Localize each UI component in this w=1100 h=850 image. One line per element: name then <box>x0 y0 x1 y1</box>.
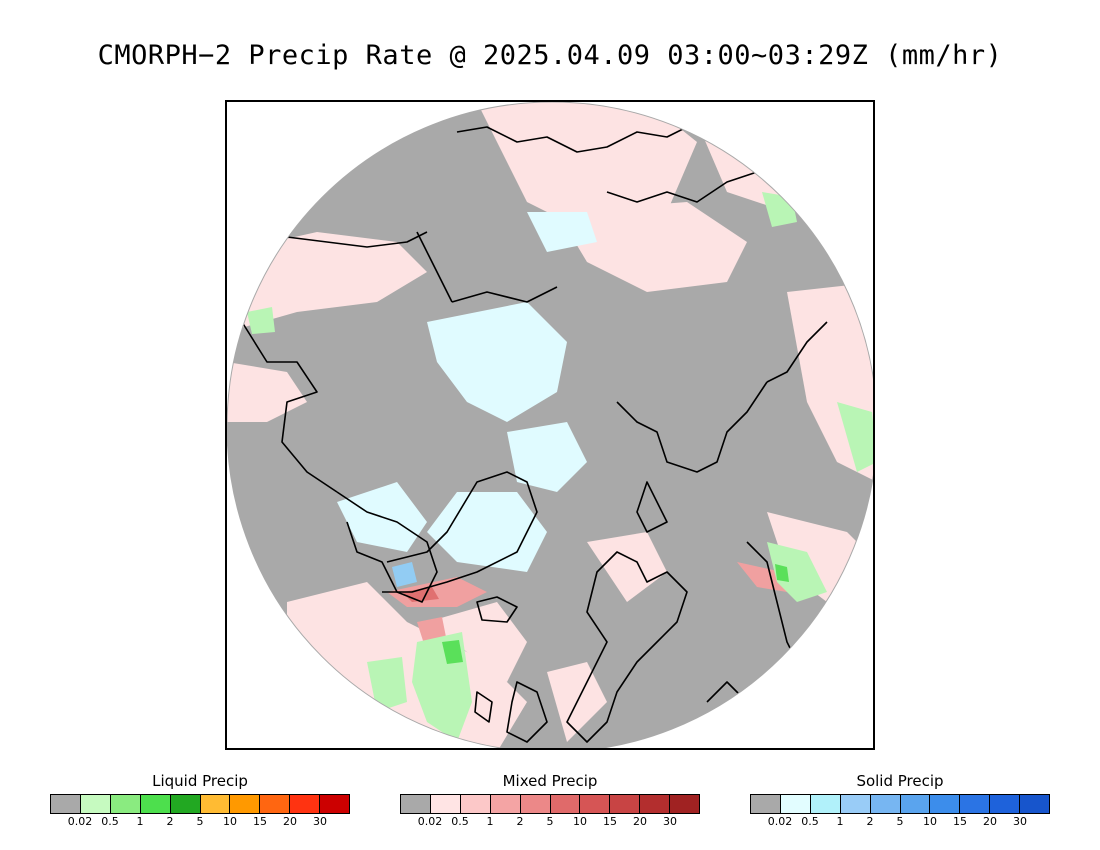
legend-bar-solid <box>750 794 1050 814</box>
legend-swatch-solid <box>751 795 781 813</box>
legend-bar-liquid <box>50 794 350 814</box>
legend-swatch-mixed <box>460 795 491 813</box>
legend-liquid: Liquid Precip 0.02 0.5 1 2 5 10 15 20 30 <box>50 772 350 829</box>
legend-tick-label: 10 <box>923 815 937 828</box>
legend-labels-solid: 0.02 0.5 1 2 5 10 15 20 30 <box>750 815 1050 829</box>
liquid-precip-areas <box>247 192 873 742</box>
legend-swatch-mixed <box>640 795 671 813</box>
legend-tick-label: 1 <box>136 815 144 828</box>
legend-tick-label: 0.5 <box>801 815 819 828</box>
map-panel <box>225 100 875 750</box>
legend-tick-label: 15 <box>253 815 267 828</box>
legend-tick-label: 1 <box>836 815 844 828</box>
coastlines <box>241 121 828 743</box>
legend-swatch-mixed <box>520 795 551 813</box>
polar-precip-map <box>227 102 873 748</box>
legend-swatch-mixed <box>670 795 700 813</box>
legend-swatch-liquid <box>320 795 350 813</box>
legend-swatch-liquid <box>290 795 321 813</box>
legend-tick-label: 2 <box>866 815 874 828</box>
legend-swatch-solid <box>960 795 991 813</box>
legend-tick-label: 0.02 <box>417 815 443 828</box>
liquid-precip-moderate <box>442 564 789 664</box>
solid-precip-moderate <box>392 562 417 587</box>
legend-swatch-mixed <box>550 795 581 813</box>
legend-swatch-solid <box>870 795 901 813</box>
legend-solid: Solid Precip 0.02 0.5 1 2 5 10 15 20 30 <box>750 772 1050 829</box>
legend-tick-label: 1 <box>486 815 494 828</box>
legend-tick-label: 5 <box>546 815 554 828</box>
legend-mixed: Mixed Precip 0.02 0.5 1 2 5 10 15 20 30 <box>400 772 700 829</box>
legend-title-liquid: Liquid Precip <box>152 772 248 790</box>
legend-tick-label: 2 <box>516 815 524 828</box>
legend-swatch-liquid <box>51 795 81 813</box>
legend-swatch-solid <box>900 795 931 813</box>
page-title: CMORPH−2 Precip Rate @ 2025.04.09 03:00~… <box>97 40 1003 71</box>
legend-tick-label: 0.5 <box>101 815 119 828</box>
legend-swatch-mixed <box>490 795 521 813</box>
legend-swatch-liquid <box>110 795 141 813</box>
legend-tick-label: 20 <box>283 815 297 828</box>
legend-tick-label: 5 <box>196 815 204 828</box>
legend-swatch-mixed <box>580 795 611 813</box>
legend-tick-label: 20 <box>983 815 997 828</box>
legend-tick-label: 20 <box>633 815 647 828</box>
legend-swatch-liquid <box>200 795 231 813</box>
legend-tick-label: 10 <box>223 815 237 828</box>
legend-swatch-liquid <box>230 795 261 813</box>
legend-tick-label: 30 <box>313 815 327 828</box>
legend-tick-label: 15 <box>603 815 617 828</box>
legend-swatch-liquid <box>260 795 291 813</box>
legend-bar-mixed <box>400 794 700 814</box>
legend-title-mixed: Mixed Precip <box>502 772 598 790</box>
legend-tick-label: 30 <box>1013 815 1027 828</box>
legend-tick-label: 5 <box>896 815 904 828</box>
legend-swatch-solid <box>1020 795 1050 813</box>
legend-tick-label: 15 <box>953 815 967 828</box>
legend-swatch-solid <box>810 795 841 813</box>
legend-swatch-liquid <box>140 795 171 813</box>
legend-swatch-solid <box>840 795 871 813</box>
legend-tick-label: 0.5 <box>451 815 469 828</box>
legend-title-solid: Solid Precip <box>856 772 944 790</box>
legend-swatch-mixed <box>401 795 431 813</box>
legend-tick-label: 30 <box>663 815 677 828</box>
legend-swatch-mixed <box>430 795 461 813</box>
legend-labels-mixed: 0.02 0.5 1 2 5 10 15 20 30 <box>400 815 700 829</box>
legend-swatch-solid <box>780 795 811 813</box>
legend-tick-label: 10 <box>573 815 587 828</box>
legend-swatch-liquid <box>170 795 201 813</box>
legend-swatch-solid <box>930 795 961 813</box>
legend-tick-label: 0.02 <box>767 815 793 828</box>
legend-swatch-mixed <box>610 795 641 813</box>
legend-labels-liquid: 0.02 0.5 1 2 5 10 15 20 30 <box>50 815 350 829</box>
legend-tick-label: 2 <box>166 815 174 828</box>
legend-swatch-solid <box>990 795 1021 813</box>
legend-tick-label: 0.02 <box>67 815 93 828</box>
legend-swatch-liquid <box>80 795 111 813</box>
